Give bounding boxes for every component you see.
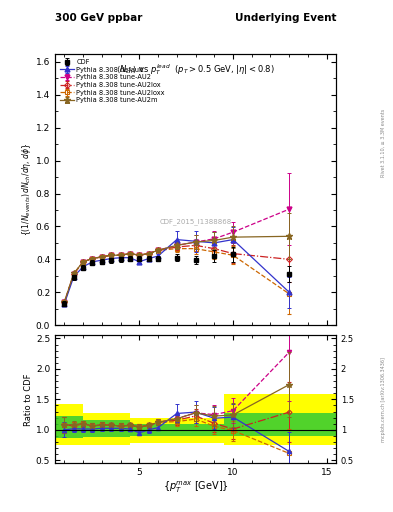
Text: mcplots.cern.ch [arXiv:1306.3436]: mcplots.cern.ch [arXiv:1306.3436] (381, 357, 386, 442)
Text: 300 GeV ppbar: 300 GeV ppbar (55, 13, 142, 23)
X-axis label: $\{p_T^{max}$ [GeV]$\}$: $\{p_T^{max}$ [GeV]$\}$ (163, 480, 228, 496)
Y-axis label: $\{(1/N_{events})\,dN_{ch}/d\eta,\,d\phi\}$: $\{(1/N_{events})\,dN_{ch}/d\eta,\,d\phi… (20, 143, 33, 236)
Text: Underlying Event: Underlying Event (235, 13, 336, 23)
Text: Rivet 3.1.10, ≥ 3.3M events: Rivet 3.1.10, ≥ 3.3M events (381, 109, 386, 178)
Text: CDF_2015_I1388868: CDF_2015_I1388868 (160, 219, 231, 225)
Y-axis label: Ratio to CDF: Ratio to CDF (24, 373, 33, 425)
Text: $\langle N_{ch}\rangle$ vs $p_T^{lead}$  ($p_T > 0.5$ GeV, $|\eta| < 0.8$): $\langle N_{ch}\rangle$ vs $p_T^{lead}$ … (116, 62, 275, 77)
Legend: CDF, Pythia 8.308 default, Pythia 8.308 tune-AU2, Pythia 8.308 tune-AU2lox, Pyth: CDF, Pythia 8.308 default, Pythia 8.308 … (58, 57, 167, 105)
